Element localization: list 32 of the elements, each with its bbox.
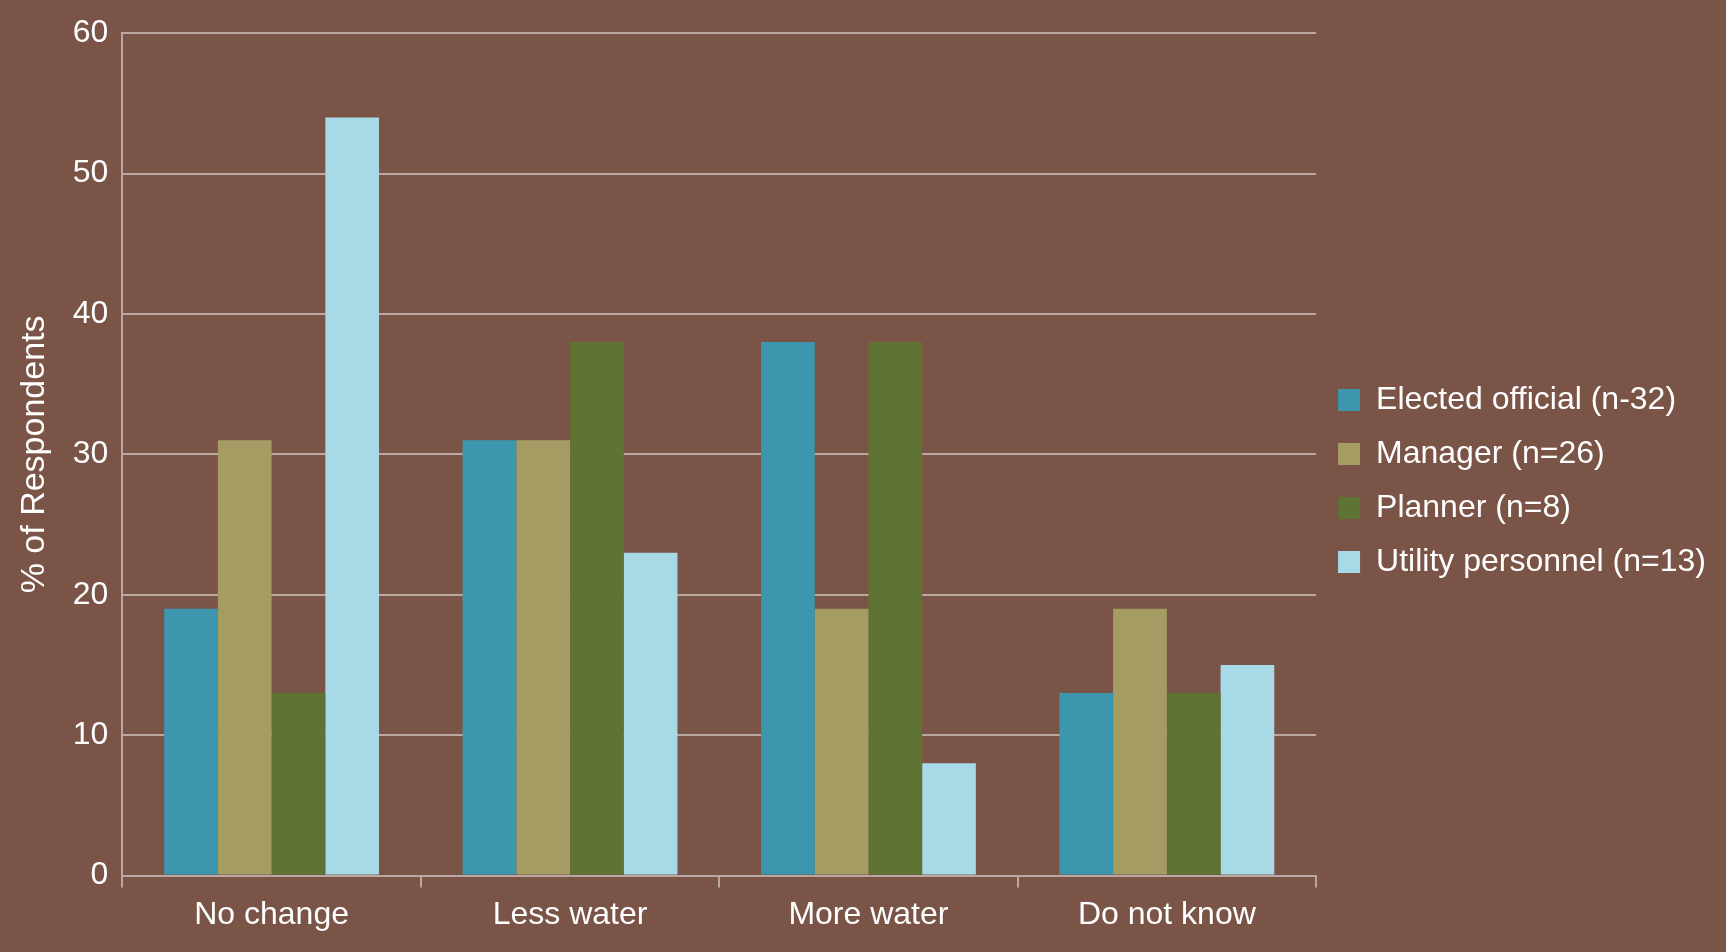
bar: [922, 763, 976, 875]
bar: [868, 342, 923, 875]
legend-label: Planner (n=8): [1376, 487, 1571, 524]
y-tick-label: 0: [90, 855, 109, 892]
bar: [623, 552, 678, 875]
x-tick-label: More water: [788, 894, 949, 931]
x-tick-label: Less water: [492, 894, 648, 931]
bar: [271, 693, 326, 875]
bar: [164, 608, 218, 875]
y-tick-label: 10: [72, 715, 109, 752]
y-tick-label: 40: [72, 293, 109, 330]
bar: [462, 440, 517, 875]
y-axis-title: % of Respondents: [12, 315, 51, 594]
bar: [516, 440, 571, 875]
y-tick-label: 60: [72, 13, 109, 50]
bar: [325, 117, 380, 875]
legend-label: Utility personnel (n=13): [1376, 541, 1706, 578]
bar: [1220, 665, 1275, 875]
bar: [217, 440, 272, 875]
y-tick-label: 20: [72, 574, 109, 611]
x-tick-label: No change: [194, 894, 349, 931]
bar: [1166, 693, 1221, 875]
bar: [761, 342, 815, 875]
legend-label: Manager (n=26): [1376, 433, 1605, 470]
legend-label: Elected official (n-32): [1376, 379, 1677, 416]
y-tick-label: 30: [72, 434, 109, 471]
x-tick-label: Do not know: [1077, 894, 1257, 931]
bar: [1113, 608, 1167, 875]
bar: [814, 608, 869, 875]
bar: [1059, 693, 1114, 875]
y-tick-label: 50: [72, 153, 109, 190]
bar: [570, 342, 624, 875]
